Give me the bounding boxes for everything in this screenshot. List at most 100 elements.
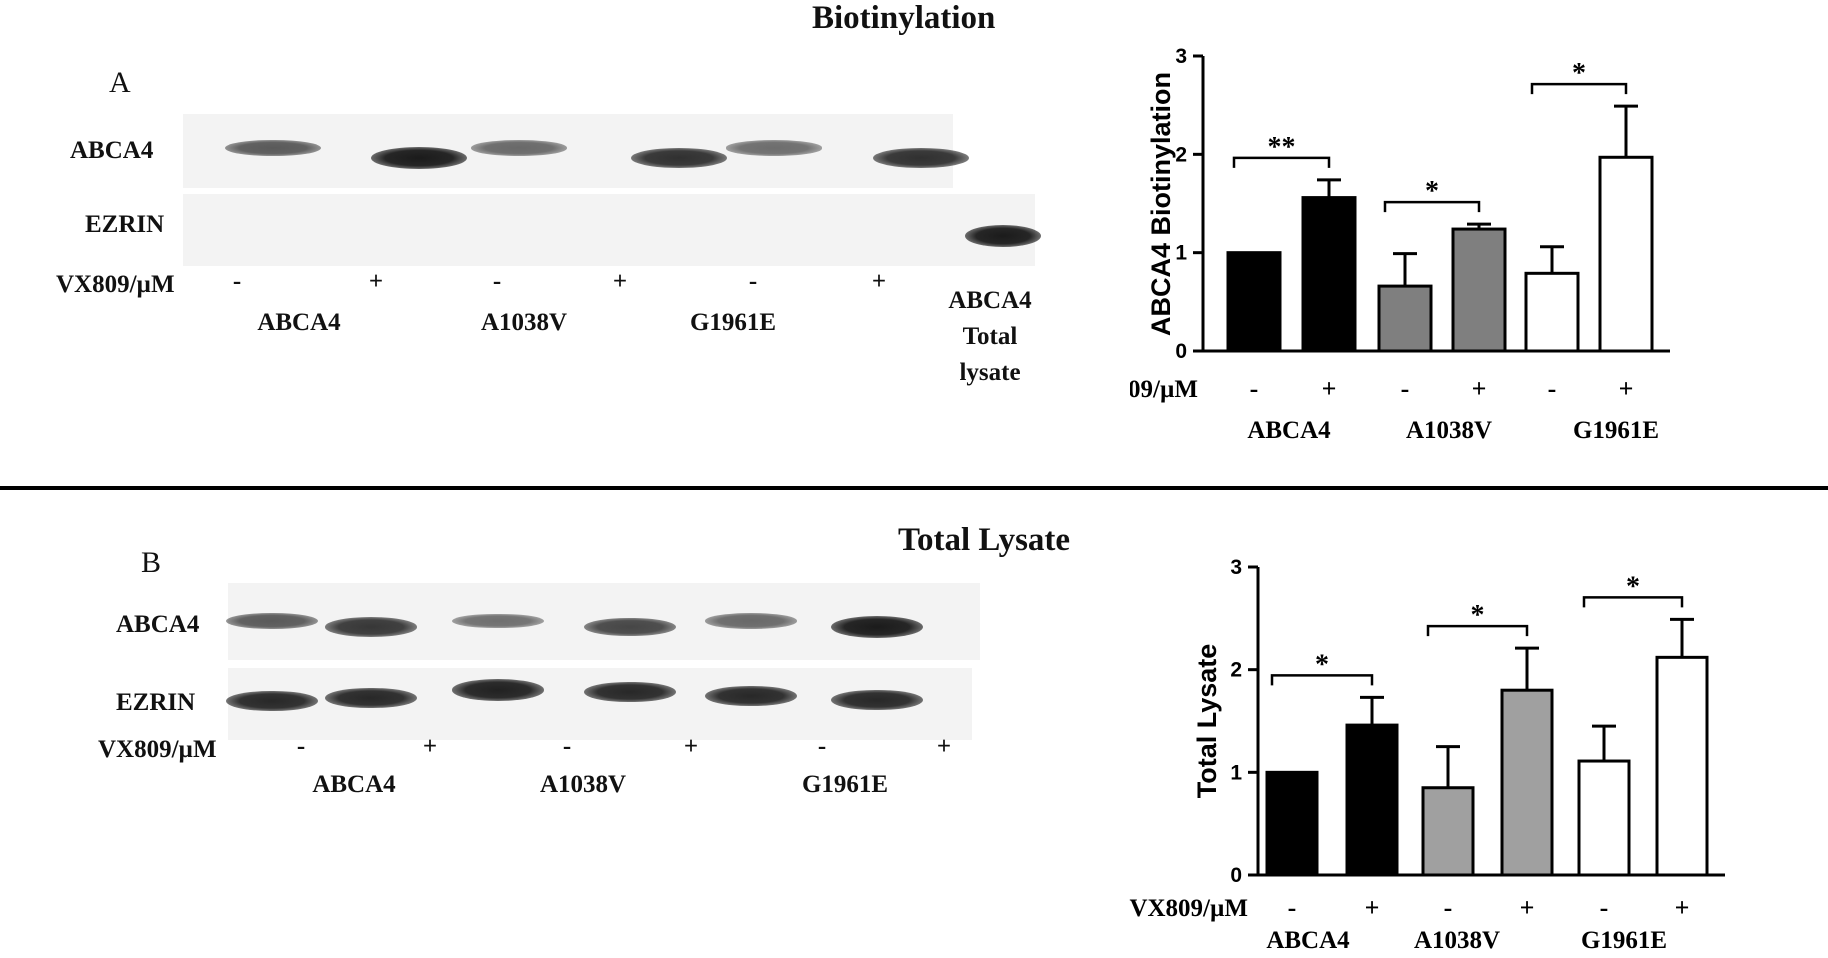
- total-lysate-line-3: lysate: [959, 359, 1021, 386]
- band-ezrin-lane-2: [325, 687, 417, 709]
- panel-a-total-lysate-lane-label: ABCA4 Total lysate: [930, 283, 1050, 391]
- y-tick-label-1: 1: [1230, 761, 1242, 784]
- bar-6: [1598, 155, 1654, 353]
- band-abca4-lane-2: [371, 147, 467, 169]
- bar-sign-4: +: [1472, 374, 1487, 403]
- panel-a-group-2: A1038V: [480, 309, 568, 336]
- panel-b-treatment-label: VX809/µM: [98, 736, 217, 763]
- bar-sign-4: +: [1520, 893, 1535, 922]
- bar-4: [1500, 688, 1554, 877]
- band-abca4-lane-1: [226, 612, 318, 630]
- bar-sign-1: -: [1250, 374, 1259, 403]
- panel-a-group-3: G1961E: [689, 309, 777, 336]
- panel-b-sign-1: -: [296, 733, 306, 760]
- significance-bracket-2: [1426, 624, 1529, 637]
- band-abca4-lane-5: [705, 613, 797, 629]
- y-tick-label-2: 2: [1230, 659, 1242, 682]
- panel-b-group-1: ABCA4: [312, 771, 396, 798]
- significance-bracket-1: [1232, 156, 1331, 168]
- panel-b-row-label-abca4: ABCA4: [116, 611, 200, 638]
- significance-bracket-1: [1270, 674, 1374, 686]
- band-abca4-lane-3: [471, 140, 567, 156]
- band-ezrin-lane-6: [831, 689, 923, 711]
- band-ezrin-lane-4: [584, 681, 676, 703]
- panel-a-letter: A: [109, 66, 131, 99]
- bar-2: [1301, 196, 1357, 353]
- bar-5: [1524, 271, 1580, 353]
- bar-6: [1655, 655, 1709, 877]
- group-label-1: ABCA4: [1247, 417, 1331, 444]
- panel-a-sign-3: -: [492, 268, 502, 295]
- panel-b-sign-4: +: [683, 733, 699, 760]
- bar-sign-5: -: [1548, 374, 1557, 403]
- bar-sign-6: +: [1675, 893, 1690, 922]
- treatment-label: VX809/µM: [1129, 895, 1248, 922]
- group-label-2: A1038V: [1414, 927, 1500, 954]
- band-ezrin-lane-1: [226, 690, 318, 712]
- panel-b-group-3: G1961E: [801, 771, 889, 798]
- bar-sign-2: +: [1322, 374, 1337, 403]
- group-label-3: G1961E: [1581, 927, 1667, 954]
- total-lysate-line-1: ABCA4: [948, 287, 1032, 314]
- panel-b-sign-2: +: [422, 733, 438, 760]
- bar-sign-6: +: [1619, 374, 1634, 403]
- panel-b-sign-6: +: [936, 733, 952, 760]
- panel-a-sign-5: -: [748, 268, 758, 295]
- panel-a-sign-6: +: [871, 268, 887, 295]
- panel-b-sign-3: -: [562, 733, 572, 760]
- panel-a-bar-chart: 0 1 2 3 ABCA4 Biotinylation - + - + - + VX809/µM ABC…: [1130, 45, 1670, 444]
- band-abca4-lane-5: [726, 140, 822, 156]
- band-ezrin-lane-3: [452, 679, 544, 701]
- bar-4: [1451, 227, 1507, 353]
- group-label-2: A1038V: [1406, 417, 1492, 444]
- significance-bracket-3: [1582, 596, 1684, 608]
- band-abca4-lane-1: [225, 139, 321, 157]
- bar-3: [1377, 284, 1433, 353]
- significance-label-3: *: [1572, 58, 1586, 89]
- significance-label-2: *: [1471, 600, 1485, 631]
- panel-b-letter: B: [141, 546, 162, 579]
- bar-sign-2: +: [1365, 893, 1380, 922]
- band-ezrin-total-lysate: [965, 225, 1041, 247]
- panel-a-row-label-ezrin: EZRIN: [85, 211, 165, 238]
- panel-a-sign-2: +: [368, 268, 384, 295]
- band-abca4-lane-2: [325, 617, 417, 637]
- bar-sign-1: -: [1288, 893, 1297, 922]
- panel-a-ezrin-blot: [183, 194, 1041, 266]
- y-axis-label: Total Lysate: [1192, 644, 1222, 799]
- band-abca4-lane-4: [584, 617, 676, 637]
- band-abca4-lane-4: [631, 147, 727, 169]
- y-tick-label-1: 1: [1175, 242, 1187, 265]
- panel-b-ezrin-blot: [226, 668, 972, 740]
- significance-label-1: *: [1315, 649, 1329, 680]
- bar-sign-5: -: [1600, 893, 1609, 922]
- panel-a-abca4-blot: [183, 114, 969, 188]
- panel-a-treatment-label: VX809/µM: [56, 271, 175, 298]
- panel-b-title: Total Lysate: [898, 522, 1071, 558]
- significance-label-3: *: [1626, 571, 1640, 602]
- significance-label-2: *: [1425, 176, 1439, 207]
- panel-b-row-label-ezrin: EZRIN: [116, 689, 196, 716]
- y-axis-label: ABCA4 Biotinylation: [1146, 72, 1176, 336]
- bar-sign-3: -: [1401, 374, 1410, 403]
- bar-3: [1421, 786, 1475, 877]
- bar-1: [1265, 770, 1319, 877]
- band-abca4-lane-6: [873, 147, 969, 169]
- bar-1: [1226, 251, 1282, 353]
- bar-2: [1345, 723, 1399, 877]
- significance-bracket-3: [1530, 82, 1628, 95]
- group-label-3: G1961E: [1573, 417, 1659, 444]
- y-tick-label-0: 0: [1175, 340, 1187, 363]
- y-tick-label-3: 3: [1175, 45, 1187, 68]
- band-abca4-lane-6: [831, 616, 923, 638]
- panel-a-sign-4: +: [612, 268, 628, 295]
- total-lysate-line-2: Total: [962, 323, 1018, 350]
- panel-a-group-1: ABCA4: [257, 309, 341, 336]
- panel-divider: [0, 486, 1828, 490]
- bar-sign-3: -: [1444, 893, 1453, 922]
- y-tick-label-2: 2: [1175, 143, 1187, 166]
- panel-a-row-label-abca4: ABCA4: [70, 137, 154, 164]
- panel-b-group-2: A1038V: [539, 771, 627, 798]
- panel-b-abca4-blot: [226, 583, 980, 660]
- significance-bracket-2: [1383, 200, 1481, 213]
